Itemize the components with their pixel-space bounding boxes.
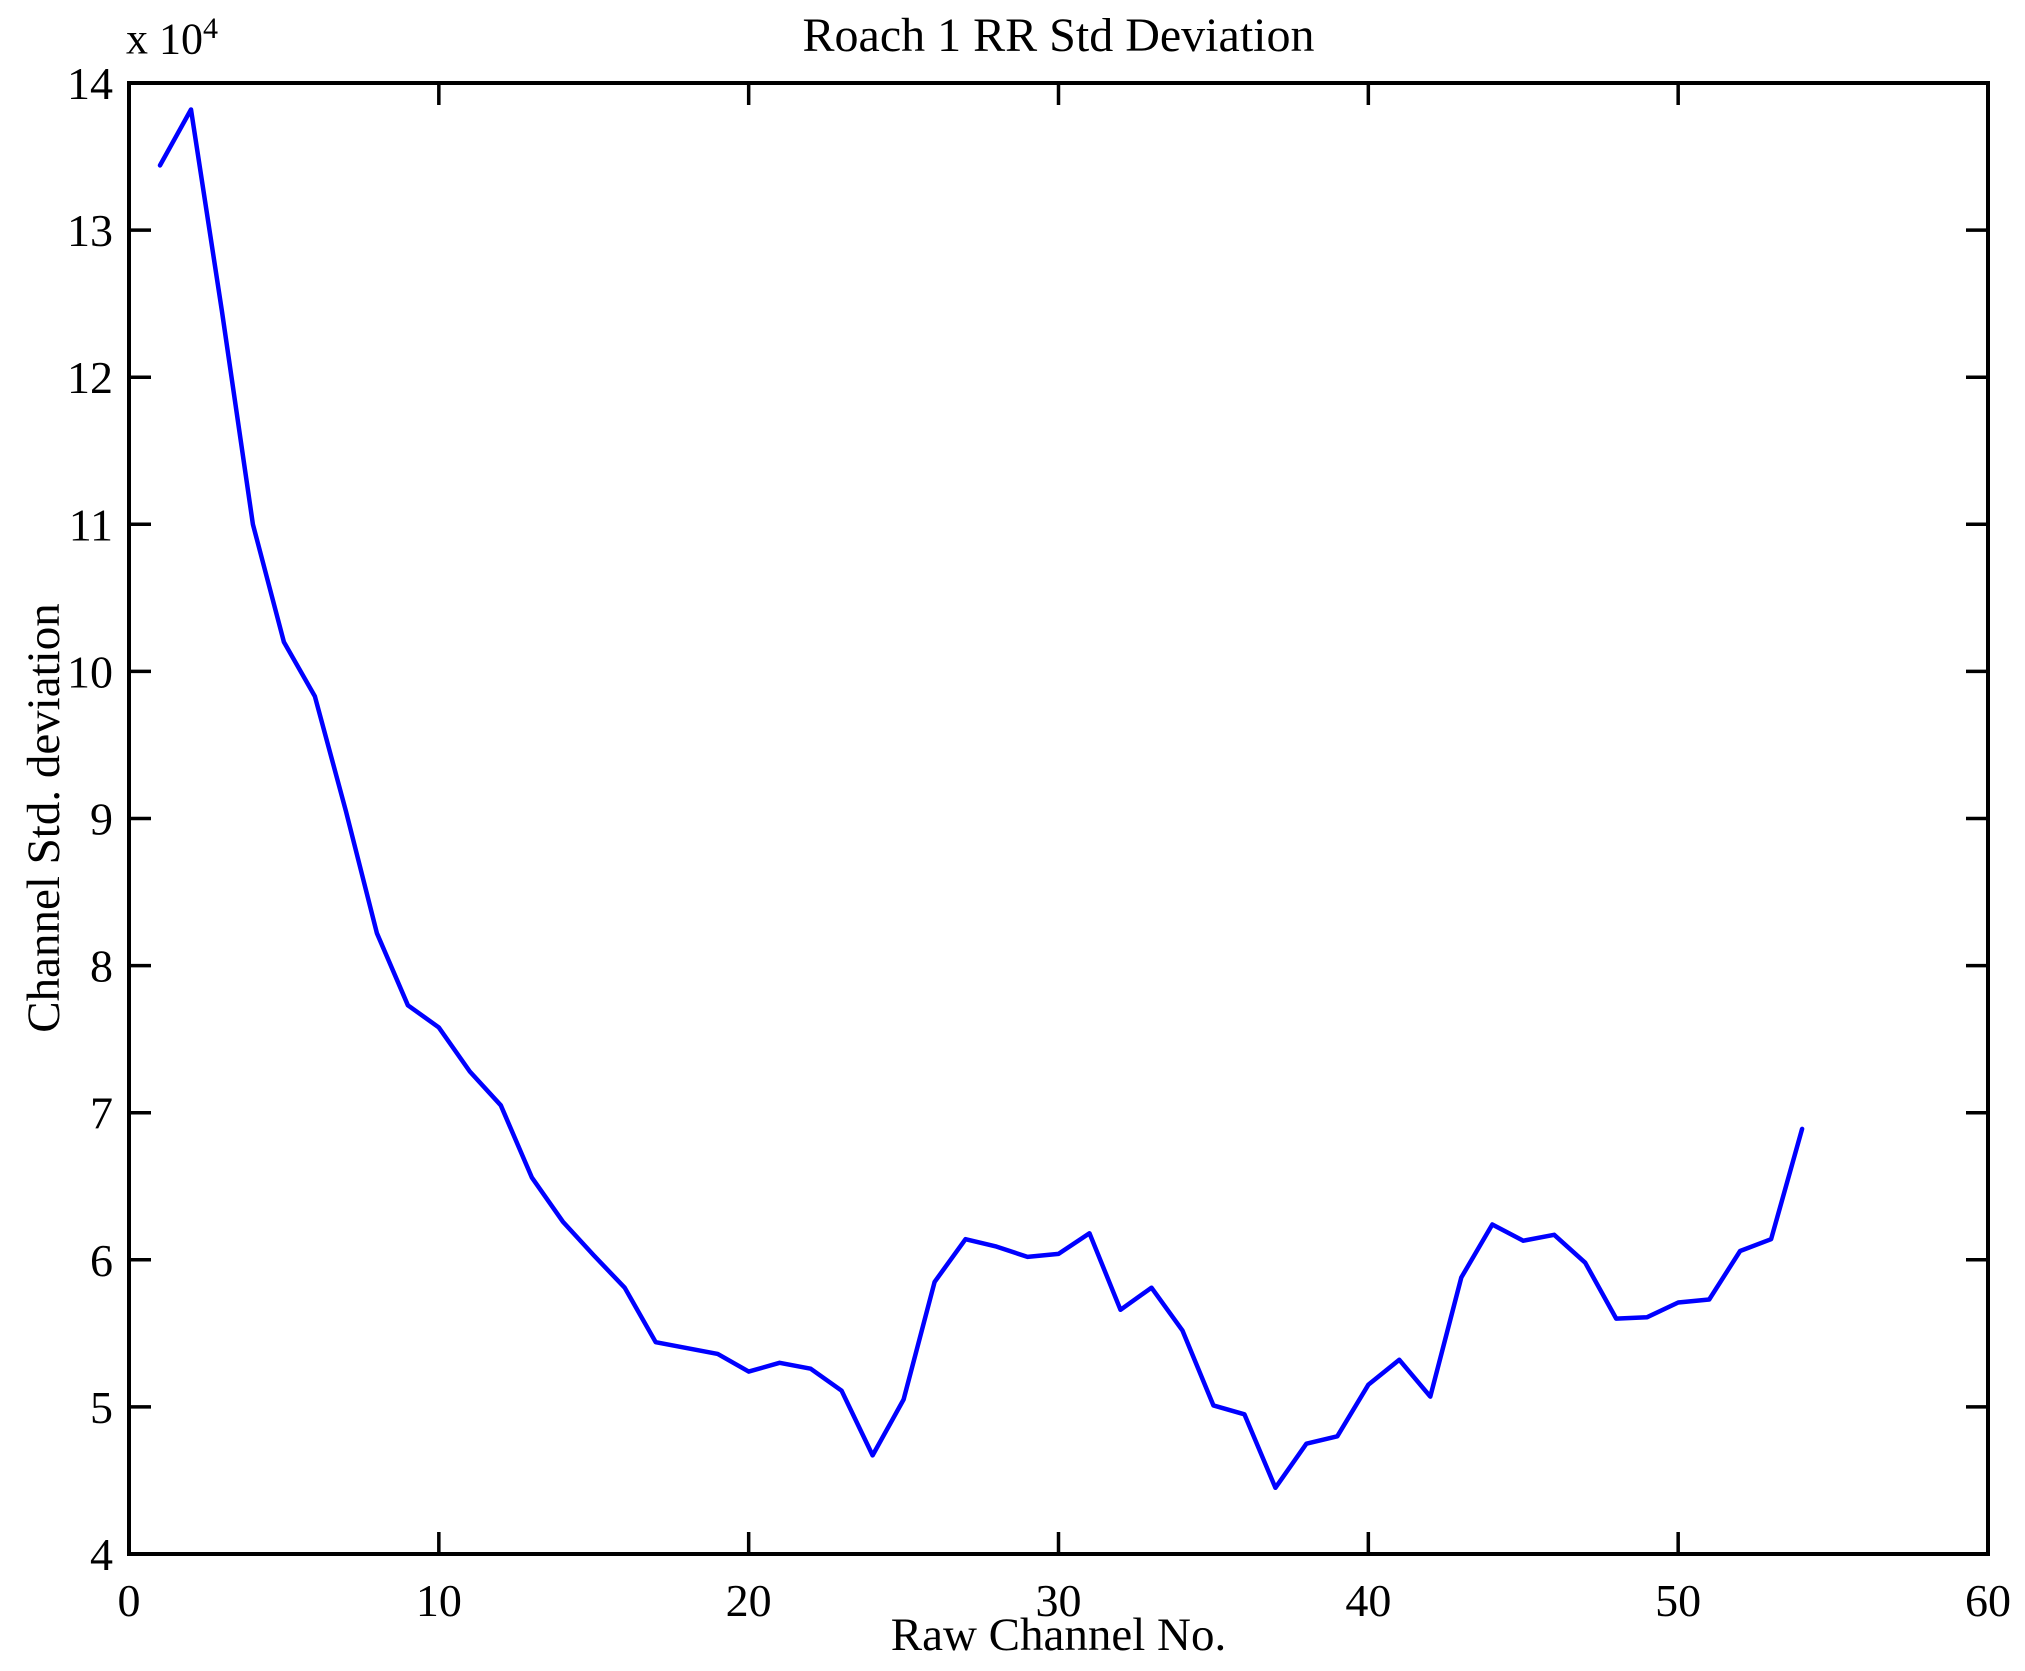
y-tick-label: 9 xyxy=(90,794,113,845)
x-tick-label: 20 xyxy=(726,1575,772,1626)
y-tick-label: 5 xyxy=(90,1382,113,1433)
y-tick-label: 12 xyxy=(67,352,113,403)
chart-title: Roach 1 RR Std Deviation xyxy=(802,9,1315,62)
x-tick-label: 30 xyxy=(1036,1575,1082,1626)
x-tick-label: 60 xyxy=(1965,1575,2011,1626)
x-tick-label: 50 xyxy=(1655,1575,1701,1626)
y-tick-label: 13 xyxy=(67,205,113,256)
y-tick-label: 10 xyxy=(67,646,113,697)
y-axis-multiplier-base: x 10 xyxy=(126,14,203,64)
x-tick-label: 10 xyxy=(416,1575,462,1626)
y-tick-label: 4 xyxy=(90,1529,113,1580)
y-tick-label: 6 xyxy=(90,1235,113,1286)
y-tick-label: 7 xyxy=(90,1088,113,1139)
plot-border xyxy=(127,81,1990,1556)
y-axis-multiplier: x 104 xyxy=(126,12,218,65)
data-line xyxy=(157,107,1805,1491)
y-tick-label: 11 xyxy=(69,499,113,550)
x-tick-label: 40 xyxy=(1345,1575,1391,1626)
y-axis-label: Channel Std. deviation xyxy=(18,603,70,1033)
y-tick-label: 14 xyxy=(67,58,113,109)
x-axis-label: Raw Channel No. xyxy=(890,1609,1227,1661)
y-axis-multiplier-exponent: 4 xyxy=(203,12,218,45)
x-tick-label: 0 xyxy=(118,1575,141,1626)
y-tick-label: 8 xyxy=(90,941,113,992)
